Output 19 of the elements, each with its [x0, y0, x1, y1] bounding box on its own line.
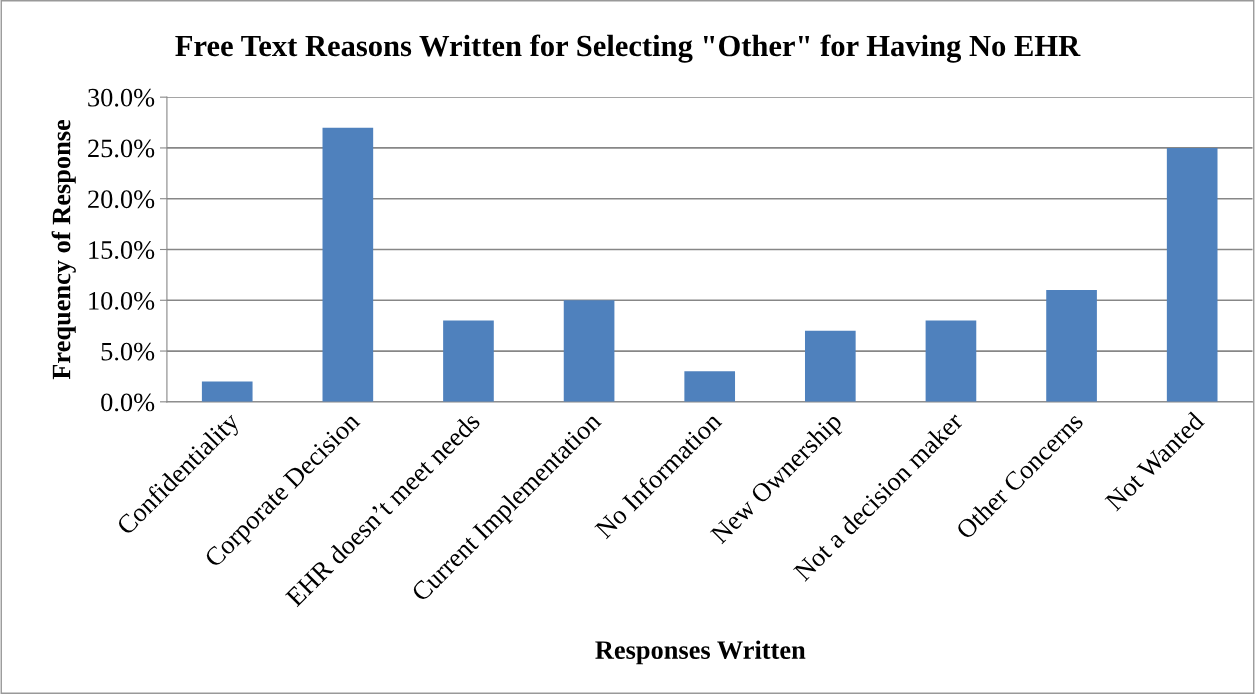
- y-tick-label: 15.0%: [89, 241, 155, 260]
- y-tick-label: 10.0%: [89, 291, 155, 310]
- y-tick-label: 25.0%: [88, 139, 155, 158]
- bar: [925, 320, 977, 402]
- x-axis-title: Responses Written: [595, 640, 806, 665]
- y-tick-label: 20.0%: [88, 190, 155, 209]
- bar: [201, 381, 253, 402]
- bar: [322, 127, 374, 402]
- bar: [443, 320, 494, 402]
- bar: [804, 330, 856, 402]
- chart-title: Free Text Reasons Written for Selecting "Other" for Having No EHR: [175, 34, 1081, 63]
- y-axis-title: Frequency of Response: [51, 119, 76, 380]
- y-tick-label: 5.0%: [101, 342, 155, 361]
- y-tick-label: 0.0%: [101, 393, 155, 412]
- y-tick-label: 30.0%: [88, 88, 155, 107]
- bar: [563, 300, 615, 402]
- bar: [1166, 147, 1218, 402]
- bar: [1046, 290, 1097, 402]
- bar: [684, 371, 736, 402]
